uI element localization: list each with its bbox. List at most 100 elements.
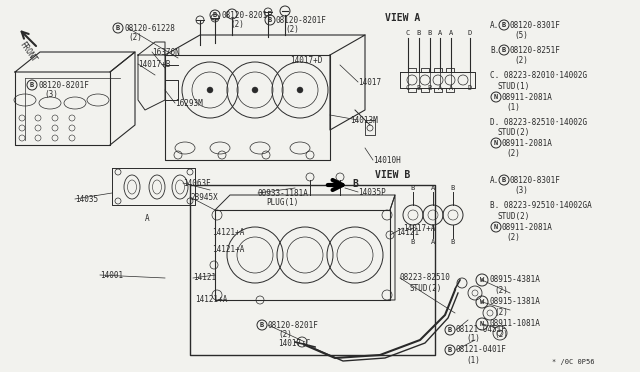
Text: 16293M: 16293M <box>175 99 203 108</box>
Circle shape <box>252 87 258 93</box>
Text: 00933-1181A: 00933-1181A <box>258 189 309 198</box>
Text: N: N <box>480 321 484 327</box>
Text: B. 08223-92510·14002GA: B. 08223-92510·14002GA <box>490 201 592 209</box>
Text: B: B <box>417 30 421 36</box>
Text: 14017+B: 14017+B <box>138 60 170 68</box>
Text: (2): (2) <box>278 330 292 339</box>
Circle shape <box>297 87 303 93</box>
Text: 14017+A: 14017+A <box>403 224 435 232</box>
Text: N: N <box>494 94 498 100</box>
Text: A.: A. <box>490 20 499 29</box>
Text: 14017: 14017 <box>358 77 381 87</box>
Text: 14121+A: 14121+A <box>195 295 227 305</box>
Text: VIEW A: VIEW A <box>385 13 420 23</box>
Text: N: N <box>494 140 498 146</box>
Text: STUD(1): STUD(1) <box>498 81 531 90</box>
Text: A: A <box>431 185 435 191</box>
Text: 08121-0401F: 08121-0401F <box>456 346 507 355</box>
Text: B: B <box>417 85 421 91</box>
Text: FRONT: FRONT <box>18 40 38 64</box>
Text: A: A <box>145 214 150 222</box>
Text: C. 08223-82010·14002G: C. 08223-82010·14002G <box>490 71 587 80</box>
Text: B: B <box>502 22 506 28</box>
Text: 14013M: 14013M <box>350 115 378 125</box>
Text: B: B <box>451 239 455 245</box>
Text: (1): (1) <box>466 334 480 343</box>
Text: (3): (3) <box>44 90 58 99</box>
Text: A: A <box>438 30 442 36</box>
Text: 08911-1081A: 08911-1081A <box>490 320 541 328</box>
Text: B: B <box>428 30 432 36</box>
Text: * /0C 0P56: * /0C 0P56 <box>552 359 595 365</box>
Text: VIEW B: VIEW B <box>375 170 410 180</box>
Text: 08223-82510: 08223-82510 <box>400 273 451 282</box>
Text: 08120-8201F: 08120-8201F <box>268 321 319 330</box>
Text: 14121+A: 14121+A <box>212 246 244 254</box>
Text: B: B <box>352 179 358 189</box>
Text: A: A <box>449 30 453 36</box>
Text: (1): (1) <box>466 356 480 365</box>
Text: (2): (2) <box>514 55 528 64</box>
Text: B: B <box>411 239 415 245</box>
Text: (2): (2) <box>285 25 299 33</box>
Text: B: B <box>30 82 34 88</box>
Text: B: B <box>502 47 506 53</box>
Text: (2): (2) <box>494 330 508 339</box>
Text: B: B <box>448 327 452 333</box>
Text: (2): (2) <box>230 19 244 29</box>
Text: 08120-8201F: 08120-8201F <box>38 80 89 90</box>
Text: STUD(2): STUD(2) <box>410 283 442 292</box>
Text: 14121: 14121 <box>396 228 419 237</box>
Text: 08911-2081A: 08911-2081A <box>502 222 553 231</box>
Text: 14035: 14035 <box>75 195 98 203</box>
Text: D: D <box>468 85 472 91</box>
Text: STUD(2): STUD(2) <box>498 212 531 221</box>
Text: A: A <box>449 85 453 91</box>
Text: B: B <box>428 85 432 91</box>
Text: W: W <box>480 277 484 283</box>
Text: 08915-4381A: 08915-4381A <box>490 276 541 285</box>
Text: B: B <box>502 177 506 183</box>
Text: (2): (2) <box>494 308 508 317</box>
Text: B: B <box>268 17 272 23</box>
Text: N: N <box>494 224 498 230</box>
Text: B: B <box>260 322 264 328</box>
Text: 08911-2081A: 08911-2081A <box>502 93 553 102</box>
Text: 08120-8251F: 08120-8251F <box>510 45 561 55</box>
Text: 08120-8201F: 08120-8201F <box>221 10 272 19</box>
Text: D. 08223-82510·14002G: D. 08223-82510·14002G <box>490 118 587 126</box>
Text: (1): (1) <box>506 103 520 112</box>
Text: 14001: 14001 <box>100 270 123 279</box>
Text: W: W <box>480 299 484 305</box>
Text: PLUG(1): PLUG(1) <box>266 198 298 206</box>
Text: B: B <box>448 347 452 353</box>
Text: C: C <box>406 85 410 91</box>
Text: A.: A. <box>490 176 499 185</box>
Text: 08120-61228: 08120-61228 <box>124 23 175 32</box>
Text: 14017+C: 14017+C <box>278 339 310 347</box>
Text: B: B <box>451 185 455 191</box>
Text: A: A <box>431 239 435 245</box>
Text: 14063E: 14063E <box>183 179 211 187</box>
Text: (2): (2) <box>494 285 508 295</box>
Text: (2): (2) <box>506 232 520 241</box>
Text: A: A <box>438 85 442 91</box>
Text: 08120-8301F: 08120-8301F <box>510 176 561 185</box>
Text: (5): (5) <box>514 31 528 39</box>
Text: 14121: 14121 <box>193 273 216 282</box>
Text: 28945X: 28945X <box>190 192 218 202</box>
Text: 08911-2081A: 08911-2081A <box>502 138 553 148</box>
Text: (3): (3) <box>514 186 528 195</box>
Text: 14035P: 14035P <box>358 187 386 196</box>
Text: B: B <box>213 12 217 18</box>
Text: STUD(2): STUD(2) <box>498 128 531 137</box>
Text: 16376N: 16376N <box>152 48 180 57</box>
Text: B.: B. <box>490 45 499 55</box>
Text: (2): (2) <box>506 148 520 157</box>
Text: D: D <box>468 30 472 36</box>
Text: 08120-8201F: 08120-8201F <box>276 16 327 25</box>
Text: 08120-8301F: 08120-8301F <box>510 20 561 29</box>
Text: 08915-1381A: 08915-1381A <box>490 298 541 307</box>
Circle shape <box>207 87 213 93</box>
Text: B: B <box>116 25 120 31</box>
